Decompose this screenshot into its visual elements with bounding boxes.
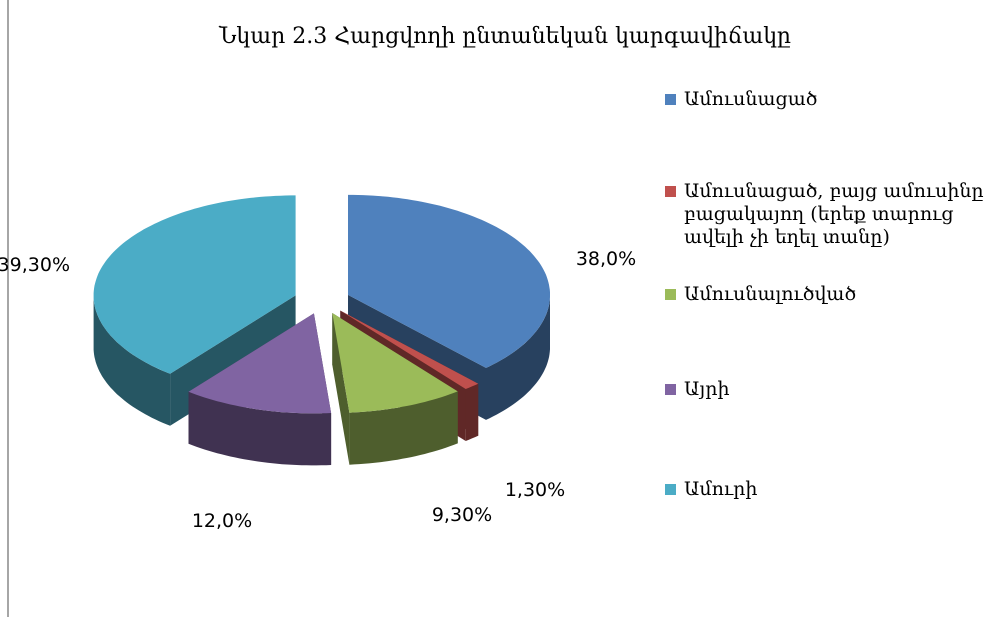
legend-swatch [665,384,676,395]
slice [188,313,332,466]
legend-label: Ամուրի [684,478,758,500]
legend-item: Այրի [665,378,998,401]
slice-side [188,391,332,466]
data-label: 12,0% [192,510,252,532]
slice [348,194,550,368]
chart-frame [7,0,9,617]
legend-item: Ամուսնալուծված [665,283,998,306]
legend-item: Ամուսնացած [665,88,998,111]
slice-side [93,295,171,426]
slice [188,313,332,414]
slice [332,313,458,465]
slice-side [332,313,350,465]
legend-label: Ամուսնացած [684,88,818,110]
legend-label: Ամուսնալուծված [684,283,857,305]
data-label: 38,0% [576,248,636,270]
slice-side [465,383,479,441]
data-label: 39,30% [0,254,70,276]
slice [340,310,479,389]
legend-item: Ամուսնացած, բայց ամուսինը բացակայող (երե… [665,180,998,249]
legend-label: Այրի [684,378,730,400]
legend-item: Ամուրի [665,478,998,501]
legend-swatch [665,94,676,105]
data-label: 1,30% [505,479,565,501]
slice [93,195,296,374]
chart-title: Նկար 2.3 Հարցվողի ընտանեկան կարգավիճակը [218,24,791,49]
slice-side [349,391,458,465]
slice-side [486,294,550,420]
legend-swatch [665,186,676,197]
slice [332,313,458,413]
legend-swatch [665,484,676,495]
data-label: 9,30% [432,504,492,526]
legend-swatch [665,289,676,300]
legend-label: Ամուսնացած, բայց ամուսինը բացակայող (երե… [684,180,984,248]
